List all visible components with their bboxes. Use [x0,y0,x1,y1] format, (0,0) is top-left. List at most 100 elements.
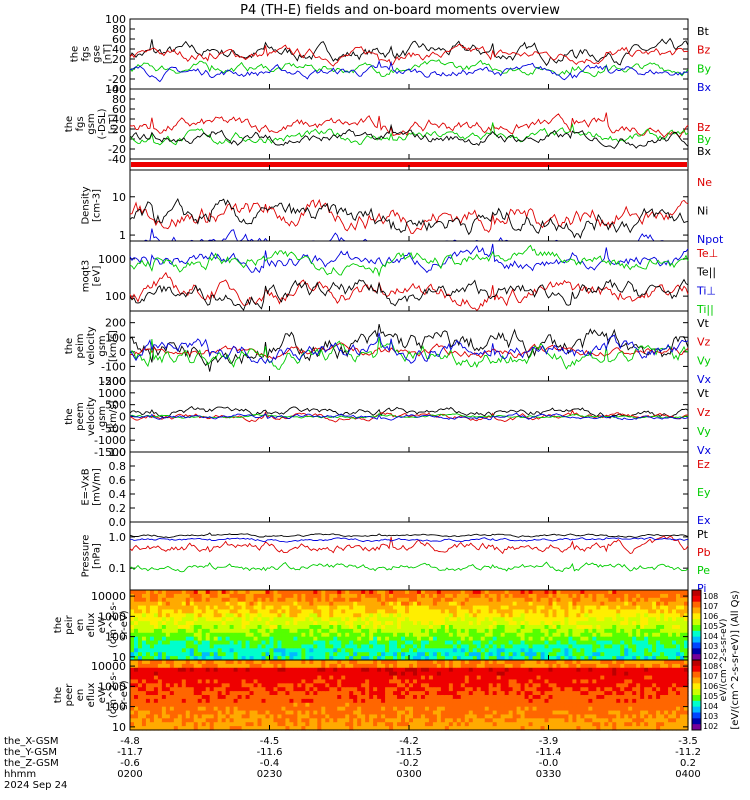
spectrogram-cell [305,625,310,630]
spectrogram-cell [496,722,502,727]
spectrogram-cell [488,671,494,677]
spectrogram-cell [532,644,538,649]
spectrogram-cell [592,695,597,700]
spectrogram-cell [492,644,498,649]
spectrogram-cell [337,718,342,723]
spectrogram-cell [161,652,167,657]
spectrogram-cell [564,590,570,595]
spectrogram-cell [165,652,171,657]
spectrogram-cell [397,656,402,661]
spectrogram-cell [377,667,382,673]
spectrogram-cell [321,671,326,677]
spectrogram-cell [225,613,231,618]
spectrogram-cell [253,656,259,661]
spectrogram-cell [405,605,410,611]
spectrogram-cell [532,687,538,692]
spectrogram-cell [189,718,195,723]
spectrogram-cell [345,671,350,677]
spectrogram-cell [165,656,171,661]
spectrogram-cell [556,714,562,719]
spectrogram-cell [213,695,219,700]
spectrogram-cell [544,628,550,634]
spectrogram-cell [484,628,490,634]
spectrogram-cell [532,667,538,673]
spectrogram-cell [552,687,558,692]
spectrogram-cell [480,621,486,626]
spectrogram-cell [205,675,211,681]
spectrogram-cell [301,621,306,626]
spectrogram-cell [412,628,418,634]
spectrogram-cell [576,698,581,704]
spectrogram-cell [309,683,314,688]
spectrogram-cell [636,593,641,599]
spectrogram-cell [448,613,454,618]
spectrogram-cell [568,675,574,681]
spectrogram-cell [476,691,482,696]
spectrogram-cell [285,663,291,669]
spectrogram-cell [153,714,159,719]
spectrogram-cell [261,675,267,681]
spectrogram-cell [492,706,498,712]
spectrogram-cell [349,675,354,681]
spectrogram-cell [253,714,259,719]
spectrogram-cell [169,605,175,611]
spectrogram-cell [261,695,267,700]
spectrogram-cell [341,667,346,673]
spectrogram-cell [217,710,223,716]
spectrogram-cell [420,605,426,611]
spectrogram-cell [213,590,219,595]
spectrogram-cell [229,660,235,665]
spectrogram-cell [552,644,558,649]
spectrogram-cell [488,652,494,657]
spectrogram-cell [389,667,394,673]
spectrogram-cell [273,702,279,708]
spectrogram-cell [377,656,382,661]
spectrogram-cell [229,718,235,723]
spectrogram-cell [648,593,653,599]
spectrogram-cell [197,714,203,719]
spectrogram-cell [181,683,187,688]
spectrogram-cell [536,714,542,719]
spectrogram-cell [273,667,279,673]
spectrogram-cell [217,706,223,712]
spectrogram-cell [297,726,302,731]
spectrogram-cell [185,644,191,649]
spectrogram-cell [141,593,147,599]
spectrogram-cell [133,675,139,681]
spectrogram-cell [416,671,422,677]
spectrogram-cell [325,656,330,661]
spectrogram-cell [648,640,653,646]
spectrogram-cell [652,609,657,614]
spectrogram-cell [564,660,570,665]
spectrogram-cell [357,628,362,634]
spectrogram-cell [157,625,163,630]
spectrogram-cell [369,617,374,622]
spectrogram-cell [496,648,502,653]
spectrogram-cell [560,718,566,723]
spectrogram-cell [181,644,187,649]
spectrogram-cell [305,710,310,716]
spectrogram-cell [580,679,585,684]
spectrogram-cell [217,621,223,626]
spectrogram-cell [309,601,314,607]
spectrogram-cell [648,636,653,642]
spectrogram-cell [592,698,597,704]
spectrogram-cell [149,601,155,607]
spectrogram-cell [289,695,295,700]
spectrogram-cell [217,663,223,669]
y-axis-label: [mV/m] [92,468,103,506]
spectrogram-cell [221,710,227,716]
spectrogram-cell [552,710,558,716]
spectrogram-cell [317,617,322,622]
spectrogram-cell [456,726,462,731]
spectrogram-cell [544,702,550,708]
spectrogram-cell [632,636,637,642]
spectrogram-cell [596,590,601,595]
spectrogram-cell [460,726,466,731]
spectrogram-cell [401,613,406,618]
spectrogram-cell [173,718,179,723]
spectrogram-cell [608,628,613,634]
spectrogram-cell [229,714,235,719]
spectrogram-cell [173,590,179,595]
spectrogram-cell [273,609,279,614]
